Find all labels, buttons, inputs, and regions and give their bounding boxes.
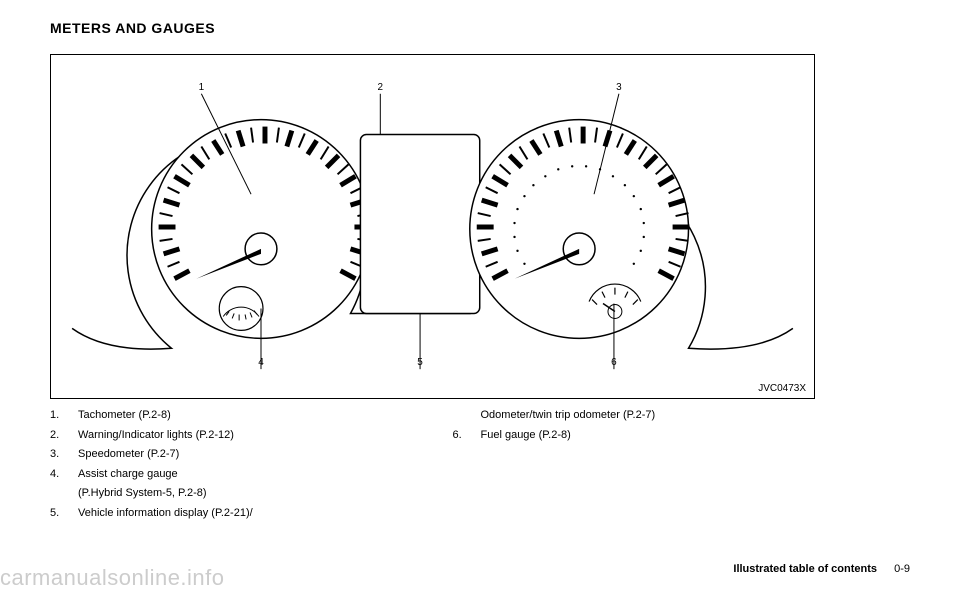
legend-item: 5. Vehicle information display (P.2-21)/	[50, 505, 413, 523]
legend-item-text: Warning/Indicator lights (P.2-12)	[78, 427, 234, 445]
legend-item: 3. Speedometer (P.2-7)	[50, 446, 413, 464]
legend-item-text: Speedometer (P.2-7)	[78, 446, 179, 464]
legend-item-cont: (P.Hybrid System-5, P.2-8)	[50, 485, 413, 503]
instrument-cluster-figure: 1 2 3 4 5 6 JVC0473X	[50, 54, 815, 399]
cluster-diagram-svg: 1 2 3 4 5 6	[51, 55, 814, 398]
section-title: METERS AND GAUGES	[50, 20, 910, 36]
legend-left-column: 1. Tachometer (P.2-8) 2. Warning/Indicator …	[50, 407, 413, 525]
legend-item: 4. Assist charge gauge	[50, 466, 413, 484]
legend-item: 1. Tachometer (P.2-8)	[50, 407, 413, 425]
legend-item-text: Assist charge gauge	[78, 466, 178, 484]
callout-number: 4	[258, 357, 264, 368]
legend-item-text: Fuel gauge (P.2-8)	[481, 427, 571, 445]
callout-number: 1	[199, 82, 205, 93]
callout-number: 3	[616, 82, 622, 93]
legend-item-number: 5.	[50, 505, 64, 523]
legend-item-text: Tachometer (P.2-8)	[78, 407, 171, 425]
legend-columns: 1. Tachometer (P.2-8) 2. Warning/Indicator …	[50, 407, 815, 525]
footer-label: Illustrated table of contents	[733, 563, 877, 575]
legend-item-text: Vehicle information display (P.2-21)/	[78, 505, 253, 523]
legend-item-number: 2.	[50, 427, 64, 445]
callout-number: 2	[378, 82, 384, 93]
legend-item-number: 1.	[50, 407, 64, 425]
legend-item-number: 6.	[453, 427, 467, 445]
watermark: carmanualsonline.info	[0, 565, 225, 591]
page-footer: Illustrated table of contents 0-9	[733, 563, 910, 575]
legend-continuation: Odometer/twin trip odometer (P.2-7)	[453, 407, 816, 425]
legend-item: 6. Fuel gauge (P.2-8)	[453, 427, 816, 445]
figure-id: JVC0473X	[758, 383, 806, 394]
legend-item: 2. Warning/Indicator lights (P.2-12)	[50, 427, 413, 445]
legend-item-number: 4.	[50, 466, 64, 484]
legend-item-text: (P.Hybrid System-5, P.2-8)	[78, 485, 207, 503]
footer-page-number: 0-9	[894, 563, 910, 575]
callout-number: 6	[611, 357, 617, 368]
legend-right-column: Odometer/twin trip odometer (P.2-7) 6. Fu…	[453, 407, 816, 525]
legend-item-number: 3.	[50, 446, 64, 464]
callout-number: 5	[417, 357, 423, 368]
